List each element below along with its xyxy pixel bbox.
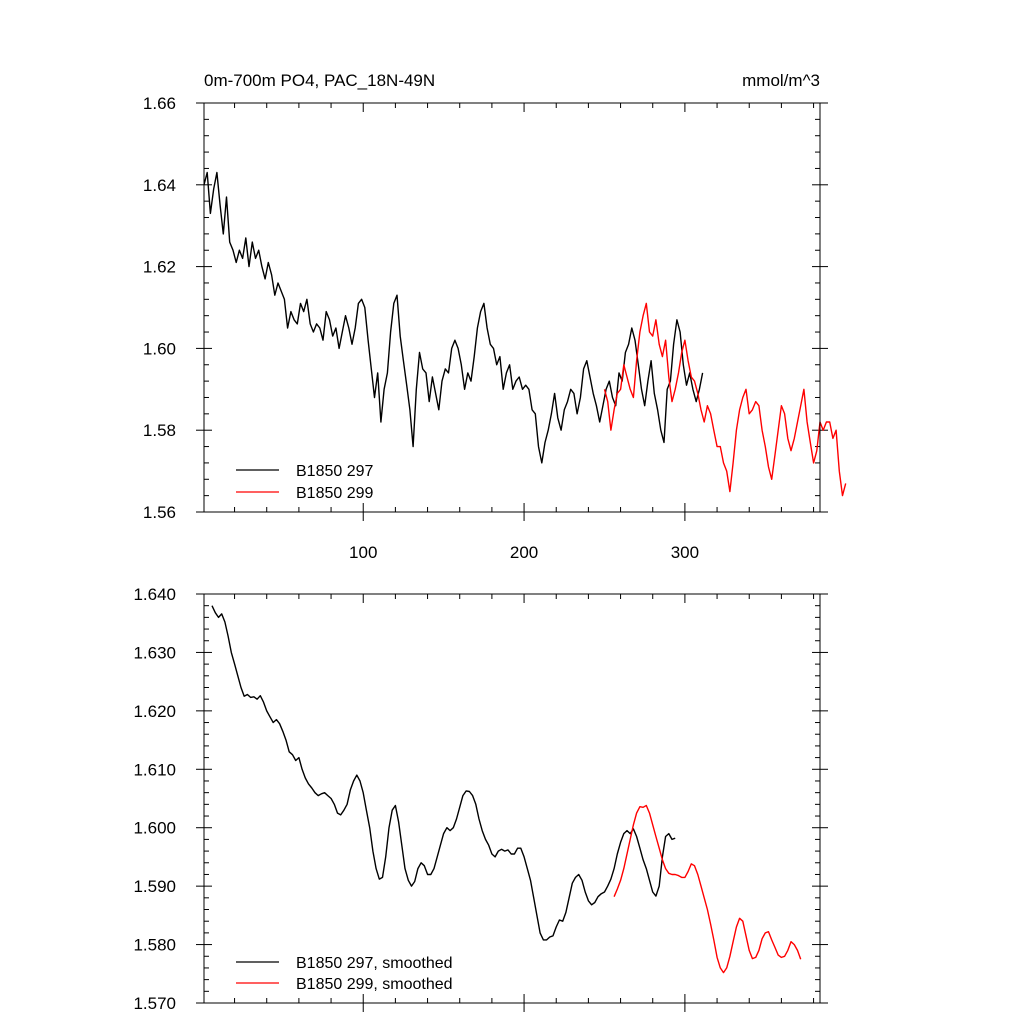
y-tick-label: 1.630	[133, 643, 176, 662]
bottom-plot-frame	[203, 593, 821, 1004]
top-plot-lines	[203, 171, 847, 497]
y-tick-label: 1.58	[143, 421, 176, 440]
x-tick-label: 300	[671, 543, 699, 562]
series-line-b1850-299-smoothed	[613, 804, 802, 974]
y-tick-label: 1.64	[143, 176, 176, 195]
chart-title: 0m-700m PO4, PAC_18N-49N	[204, 71, 435, 90]
y-tick-label: 1.620	[133, 702, 176, 721]
series-line-b1850-297-smoothed	[211, 605, 676, 941]
y-tick-label: 1.66	[143, 94, 176, 113]
y-tick-label: 1.570	[133, 994, 176, 1013]
y-tick-label: 1.590	[133, 877, 176, 896]
series-line-b1850-297	[203, 171, 704, 464]
x-tick-label: 200	[510, 543, 538, 562]
x-tick-label: 100	[349, 543, 377, 562]
bottom-plot-lines	[211, 605, 802, 974]
y-tick-label: 1.580	[133, 936, 176, 955]
top-panel: 0m-700m PO4, PAC_18N-49N mmol/m^3 100 200…	[143, 71, 847, 562]
y-tick-label: 1.610	[133, 760, 176, 779]
series-line-b1850-299	[603, 302, 847, 497]
top-legend: B1850 297 B1850 299	[236, 463, 374, 502]
legend-label-b1850-297: B1850 297	[296, 463, 374, 480]
top-plot-frame	[203, 102, 821, 513]
y-tick-label: 1.60	[143, 339, 176, 358]
y-tick-label: 1.62	[143, 258, 176, 277]
units-label: mmol/m^3	[742, 71, 820, 90]
y-tick-label: 1.600	[133, 819, 176, 838]
y-tick-label: 1.56	[143, 503, 176, 522]
bottom-panel: 1.570 1.580 1.590 1.600 1.610 1.620 1.630 1.640…	[133, 585, 828, 1013]
y-tick-label: 1.640	[133, 585, 176, 604]
bottom-legend: B1850 297, smoothed B1850 299, smoothed	[236, 955, 453, 993]
legend-label-b1850-297-smoothed: B1850 297, smoothed	[296, 955, 453, 972]
legend-label-b1850-299: B1850 299	[296, 485, 374, 502]
bottom-axis-ticks: 1.570 1.580 1.590 1.600 1.610 1.620 1.630 1.640	[133, 585, 828, 1013]
top-axis-ticks: 100 200 300 1.56 1.58 1.60 1.62 1.64 1.66	[143, 94, 828, 562]
legend-label-b1850-299-smoothed: B1850 299, smoothed	[296, 976, 453, 993]
